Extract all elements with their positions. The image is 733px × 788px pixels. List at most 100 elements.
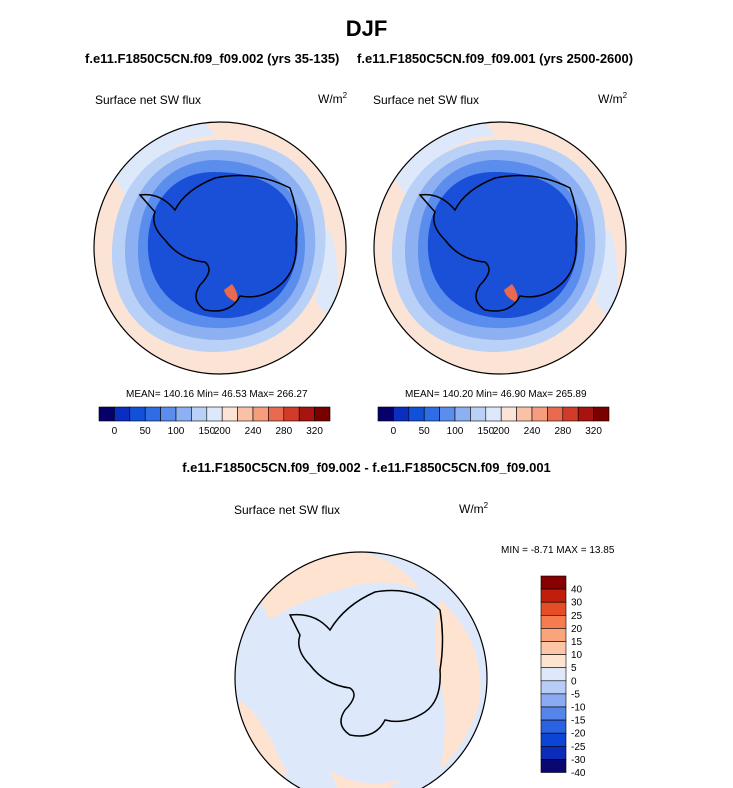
- left-colorbar-box-9: [237, 406, 254, 422]
- right-units-label: W/m2: [598, 91, 628, 106]
- right-colorbar-tick-4: 200: [493, 426, 510, 437]
- right-colorbar-box-12: [562, 406, 579, 422]
- diff-panel-title: f.e11.F1850C5CN.f09_f09.002 - f.e11.F185…: [182, 460, 551, 475]
- left-colorbar-box-7: [206, 406, 223, 422]
- diff-colorbar-tick-3: 20: [571, 624, 583, 635]
- diff-colorbar-tick-12: -25: [571, 742, 586, 753]
- right-colorbar-box-14: [593, 406, 610, 422]
- diff-map-border: [234, 551, 488, 788]
- left-colorbar-box-14: [314, 406, 331, 422]
- right-colorbar-box-6: [470, 406, 487, 422]
- diff-colorbar-box-12: [540, 732, 567, 747]
- right-map: [374, 122, 626, 374]
- left-stats: MEAN= 140.16 Min= 46.53 Max= 266.27: [126, 389, 308, 400]
- right-colorbar-tick-5: 240: [524, 426, 541, 437]
- left-colorbar-box-13: [298, 406, 315, 422]
- diff-colorbar-tick-14: -40: [571, 768, 586, 779]
- right-colorbar-box-7: [485, 406, 502, 422]
- right-hotspot: [504, 284, 518, 302]
- diff-colorbar-box-8: [540, 680, 567, 695]
- left-colorbar-tick-4: 200: [214, 426, 231, 437]
- left-colorbar-box-10: [252, 406, 269, 422]
- left-map: [94, 122, 346, 374]
- right-land: [427, 172, 578, 319]
- diff-colorbar-box-7: [540, 667, 567, 682]
- diff-units-label: W/m2: [459, 501, 489, 516]
- diff-colorbar-box-6: [540, 654, 567, 668]
- diff-coastline: [288, 589, 444, 737]
- diff-colorbar-tick-6: 5: [571, 663, 577, 674]
- right-colorbar-box-13: [577, 406, 594, 422]
- diff-colorbar-tick-10: -15: [571, 716, 586, 727]
- left-colorbar-tick-1: 50: [140, 426, 152, 437]
- diff-colorbar-box-13: [540, 745, 567, 760]
- left-colorbar-tick-5: 240: [245, 426, 262, 437]
- diff-stats: MIN = -8.71 MAX = 13.85: [501, 545, 615, 556]
- diff-patch-4: [330, 770, 400, 788]
- right-colorbar-box-3: [423, 406, 440, 422]
- diff-colorbar-tick-5: 10: [571, 650, 583, 661]
- diff-colorbar-tick-2: 25: [571, 611, 583, 622]
- diff-patch-2: [435, 600, 481, 770]
- left-colorbar-tick-3: 150: [198, 426, 215, 437]
- right-colorbar-box-5: [454, 406, 471, 422]
- diff-colorbar-box-9: [540, 693, 567, 708]
- left-colorbar-box-0: [98, 406, 115, 422]
- diff-colorbar-box-10: [540, 706, 567, 721]
- diff-colorbar-tick-11: -20: [571, 729, 586, 740]
- diff-colorbar-box-4: [540, 628, 567, 642]
- diff-colorbar-box-0: [540, 575, 567, 590]
- left-colorbar-tick-0: 0: [112, 426, 118, 437]
- right-map-border: [373, 121, 627, 375]
- left-colorbar-box-5: [175, 406, 192, 422]
- diff-colorbar-tick-1: 30: [571, 598, 583, 609]
- diff-colorbar-tick-7: 0: [571, 676, 577, 687]
- left-colorbar-tick-2: 100: [168, 426, 185, 437]
- right-stats: MEAN= 140.20 Min= 46.90 Max= 265.89: [405, 389, 587, 400]
- right-colorbar-box-11: [547, 406, 564, 422]
- right-panel-title: f.e11.F1850C5CN.f09_f09.001 (yrs 2500-26…: [357, 51, 634, 66]
- diff-map: [235, 552, 487, 788]
- right-patch-1: [390, 122, 495, 195]
- right-colorbar-tick-0: 0: [391, 426, 397, 437]
- diff-colorbar-tick-9: -10: [571, 703, 586, 714]
- left-colorbar-tick-6: 280: [275, 426, 292, 437]
- left-colorbar-tick-7: 320: [306, 426, 323, 437]
- right-colorbar-tick-2: 100: [447, 426, 464, 437]
- left-colorbar-box-12: [283, 406, 300, 422]
- left-colorbar-box-6: [191, 406, 208, 422]
- right-colorbar-box-9: [516, 406, 533, 422]
- diff-colorbar-box-5: [540, 641, 567, 655]
- diff-colorbar: 40 30 25 20 15 10 5 0 -5 -10 -15 -20 -25 -30 -40: [540, 575, 586, 779]
- left-land: [147, 172, 298, 319]
- right-colorbar-tick-3: 150: [477, 426, 494, 437]
- left-panel-title: f.e11.F1850C5CN.f09_f09.002 (yrs 35-135): [85, 51, 340, 66]
- left-colorbar-box-4: [160, 406, 177, 422]
- right-colorbar-box-2: [408, 406, 425, 422]
- diff-colorbar-box-2: [540, 601, 567, 616]
- left-map-border: [93, 121, 347, 375]
- left-hotspot: [224, 284, 238, 302]
- left-units-label: W/m2: [318, 91, 348, 106]
- diff-patch-3: [239, 700, 287, 775]
- left-colorbar-box-11: [268, 406, 285, 422]
- diff-colorbar-box-14: [540, 759, 567, 773]
- diff-colorbar-tick-4: 15: [571, 637, 583, 648]
- diff-colorbar-tick-0: 40: [571, 585, 583, 596]
- right-colorbar-tick-7: 320: [585, 426, 602, 437]
- right-colorbar-box-0: [377, 406, 394, 422]
- diff-colorbar-box-11: [540, 719, 567, 734]
- right-colorbar-tick-6: 280: [554, 426, 571, 437]
- left-variable-label: Surface net SW flux: [95, 93, 202, 107]
- diff-colorbar-tick-13: -30: [571, 755, 586, 766]
- diff-colorbar-box-1: [540, 588, 567, 603]
- left-patch-1: [110, 122, 215, 195]
- right-variable-label: Surface net SW flux: [373, 93, 480, 107]
- left-coastline: [138, 174, 298, 312]
- right-coastline: [418, 174, 578, 312]
- left-colorbar-box-3: [144, 406, 161, 422]
- right-colorbar-box-4: [439, 406, 456, 422]
